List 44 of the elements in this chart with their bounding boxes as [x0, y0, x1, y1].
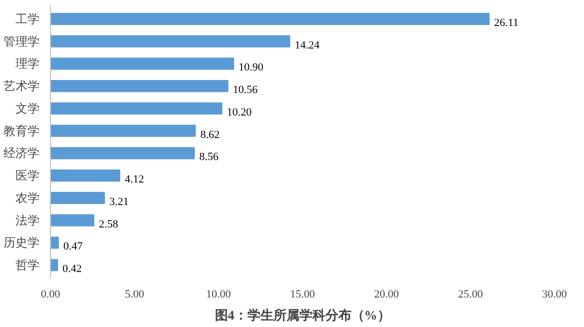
y-tick-label: 医学: [16, 168, 40, 183]
x-tick-label: 5.00: [124, 288, 145, 300]
data-label: 3.21: [109, 196, 129, 208]
bar: [50, 192, 105, 204]
bar: [50, 236, 59, 249]
data-label: 26.11: [494, 16, 518, 29]
x-tick-label: 10.00: [206, 288, 232, 300]
bar: [50, 12, 490, 26]
bar: [50, 102, 222, 115]
y-tick-label: 教育学: [4, 124, 40, 138]
data-label: 14.24: [294, 39, 320, 52]
y-tick-label: 法学: [16, 213, 40, 228]
bar: [50, 80, 228, 92]
bar: [50, 124, 196, 137]
y-tick-label: 管理学: [4, 34, 40, 48]
data-label: 10.56: [232, 84, 258, 96]
bar: [50, 35, 290, 48]
x-tick-label: 30.00: [542, 288, 568, 300]
bar: [50, 58, 234, 70]
y-tick-label: 理学: [16, 56, 40, 71]
y-tick-label: 艺术学: [4, 79, 40, 94]
x-tick-label: 15.00: [290, 288, 316, 300]
bar: [50, 258, 58, 272]
data-label: 0.47: [63, 240, 84, 253]
data-label: 10.20: [226, 106, 252, 118]
text: 图4：学生所属学科分布（%）: [214, 308, 390, 322]
x-tick-label: 20.00: [374, 288, 400, 300]
data-label: 8.56: [199, 151, 220, 164]
y-tick-label: 工学: [16, 12, 40, 26]
y-tick-label: 文学: [16, 101, 40, 116]
x-tick-label: 0.00: [40, 288, 61, 300]
y-tick-label: 农学: [16, 190, 40, 205]
bar: [50, 147, 195, 160]
data-label: 8.62: [200, 128, 220, 141]
bar: [50, 214, 94, 226]
bar: [50, 169, 120, 182]
y-tick-label: 经济学: [4, 146, 40, 160]
x-tick-label: 25.00: [458, 288, 484, 300]
y-tick-label: 哲学: [16, 258, 40, 272]
y-tick-label: 历史学: [4, 236, 40, 250]
data-label: 2.58: [98, 218, 119, 230]
data-label: 4.12: [124, 174, 144, 186]
data-label: 10.90: [238, 62, 264, 74]
data-label: 0.42: [62, 263, 82, 276]
